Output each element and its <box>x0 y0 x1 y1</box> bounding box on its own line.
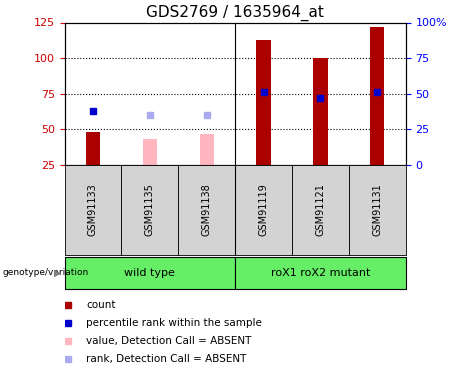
Bar <box>121 165 178 255</box>
Bar <box>143 140 157 165</box>
Text: count: count <box>86 300 116 310</box>
Text: GSM91121: GSM91121 <box>315 184 325 237</box>
Bar <box>235 257 406 289</box>
Text: value, Detection Call = ABSENT: value, Detection Call = ABSENT <box>86 336 251 346</box>
Text: GSM91119: GSM91119 <box>259 184 269 236</box>
Text: GSM91138: GSM91138 <box>201 184 212 236</box>
Bar <box>65 165 121 255</box>
Bar <box>370 27 384 165</box>
Text: genotype/variation: genotype/variation <box>2 268 89 278</box>
Bar <box>65 257 235 289</box>
Bar <box>349 165 406 255</box>
Text: wild type: wild type <box>124 268 175 278</box>
Bar <box>200 134 214 165</box>
Text: ▶: ▶ <box>54 268 61 278</box>
Bar <box>86 132 100 165</box>
Bar <box>178 165 235 255</box>
Bar <box>313 58 327 165</box>
Title: GDS2769 / 1635964_at: GDS2769 / 1635964_at <box>146 5 324 21</box>
Text: rank, Detection Call = ABSENT: rank, Detection Call = ABSENT <box>86 354 247 364</box>
Text: percentile rank within the sample: percentile rank within the sample <box>86 318 262 328</box>
Bar <box>256 40 271 165</box>
Bar <box>235 165 292 255</box>
Bar <box>292 165 349 255</box>
Text: GSM91135: GSM91135 <box>145 184 155 237</box>
Text: GSM91133: GSM91133 <box>88 184 98 236</box>
Text: roX1 roX2 mutant: roX1 roX2 mutant <box>271 268 370 278</box>
Text: GSM91131: GSM91131 <box>372 184 382 236</box>
